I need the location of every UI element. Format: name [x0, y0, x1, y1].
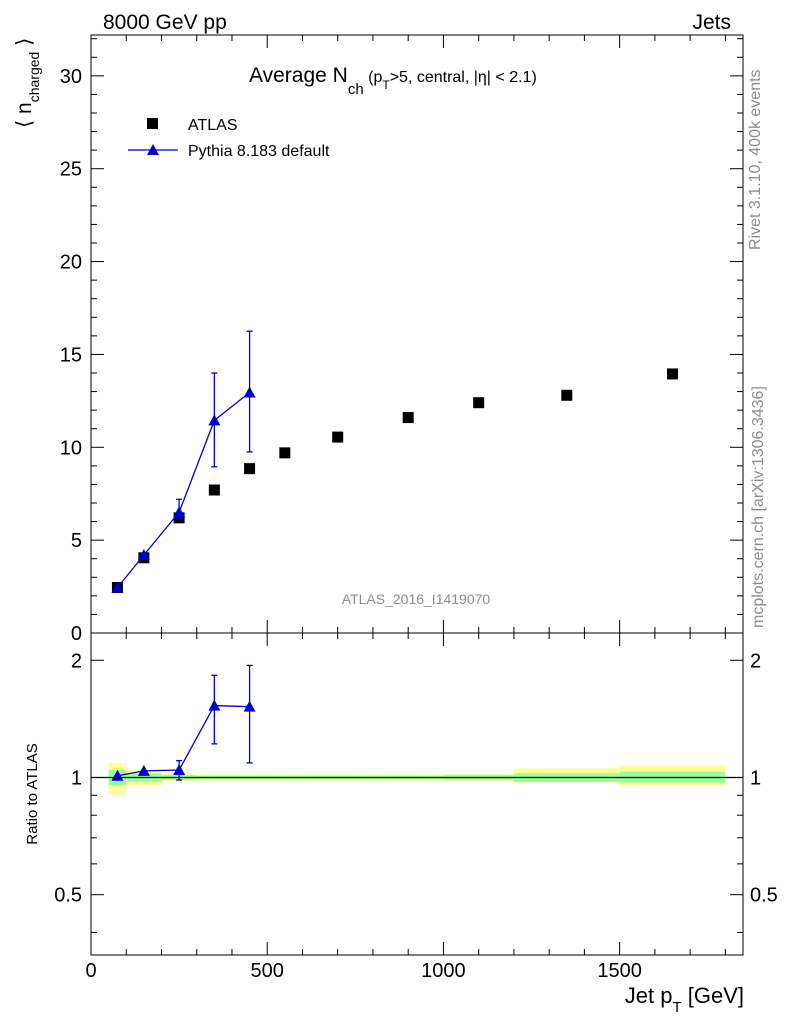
header-left: 8000 GeV pp	[103, 11, 227, 34]
ratio-panel-frame	[90, 632, 744, 956]
atlas-point	[332, 431, 344, 443]
atlas-point	[473, 397, 485, 409]
atlas-point	[279, 447, 291, 459]
atlas-point	[561, 389, 573, 401]
pythia-point	[208, 414, 221, 426]
main-ytick-label: 25	[60, 159, 82, 181]
main-ytick-label: 15	[60, 344, 82, 366]
xtick-label: 0	[85, 960, 96, 982]
xlabel: Jet pT [GeV]	[625, 983, 744, 1016]
xlabel-post: [GeV]	[682, 983, 744, 1008]
main-title-sub2: T	[382, 78, 390, 92]
pythia-point	[137, 549, 150, 560]
pythia-ratio-line	[117, 704, 250, 777]
main-ytick-label: 5	[71, 530, 82, 552]
legend-marker-pythia	[147, 144, 159, 155]
axis-ticks: 0 5 10 15 20 25 30 0 500 1000 1500 0.5 0.5 1 1 2 2	[54, 35, 778, 982]
main-title-sub1: ch	[348, 81, 364, 98]
main-title-post: >5, central, |η| < 2.1)	[390, 69, 537, 86]
ratio-ytick-label-right: 2	[750, 650, 761, 672]
ratio-ytick-label-left: 0.5	[54, 885, 82, 907]
atlas-point	[208, 484, 220, 496]
ratio-ylabel: Ratio to ATLAS	[24, 743, 41, 844]
legend: ATLAS Pythia 8.183 default	[128, 117, 330, 160]
xtick-label: 1500	[597, 960, 642, 982]
header-right: Jets	[692, 11, 731, 34]
pythia-ratio-point	[208, 699, 221, 711]
atlas-point	[667, 368, 679, 380]
side-label-mcplots: mcplots.cern.ch [arXiv:1306.3436]	[750, 386, 767, 628]
xtick-label: 500	[251, 960, 284, 982]
watermark: ATLAS_2016_I1419070	[342, 591, 491, 607]
data-marks	[111, 330, 679, 781]
ratio-ytick-label-left: 2	[71, 650, 82, 672]
main-ylabel-post: ⟩	[13, 38, 36, 52]
main-ylabel-pre: ⟨ n	[13, 102, 36, 128]
atlas-point	[244, 463, 256, 475]
ratio-ytick-label-right: 0.5	[750, 885, 778, 907]
legend-label-pythia: Pythia 8.183 default	[188, 143, 330, 160]
xtick-label: 1000	[421, 960, 466, 982]
pythia-ratio-point	[173, 764, 186, 776]
main-ylabel: ⟨ ncharged ⟩	[13, 38, 42, 128]
ratio-ytick-label-right: 1	[750, 767, 761, 789]
main-title-pre: Average N	[249, 64, 348, 87]
main-ytick-label: 20	[60, 252, 82, 274]
pythia-ratio-point	[111, 769, 124, 781]
ratio-ytick-label-left: 1	[71, 767, 82, 789]
pythia-point	[243, 386, 256, 398]
main-ytick-label: 10	[60, 437, 82, 459]
atlas-point	[402, 412, 414, 424]
pythia-ratio-point	[243, 700, 256, 712]
main-ytick-label: 30	[60, 66, 82, 88]
ratio-bands	[91, 762, 743, 795]
pythia-point	[173, 506, 186, 518]
pythia-ratio-point	[137, 764, 150, 776]
side-label-rivet: Rivet 3.1.10, 400k events	[747, 69, 764, 250]
xlabel-pre: Jet p	[625, 983, 673, 1008]
pythia-line	[116, 391, 250, 588]
legend-label-atlas: ATLAS	[188, 117, 238, 134]
main-ytick-label: 0	[71, 623, 82, 645]
pythia-point	[111, 581, 124, 593]
main-ylabel-sub: charged	[26, 52, 42, 103]
main-title-mid1: (p	[364, 69, 383, 86]
main-title: Average Nch (pT>5, central, |η| < 2.1)	[249, 64, 537, 98]
legend-marker-atlas	[147, 118, 158, 129]
xlabel-sub: T	[672, 999, 681, 1016]
